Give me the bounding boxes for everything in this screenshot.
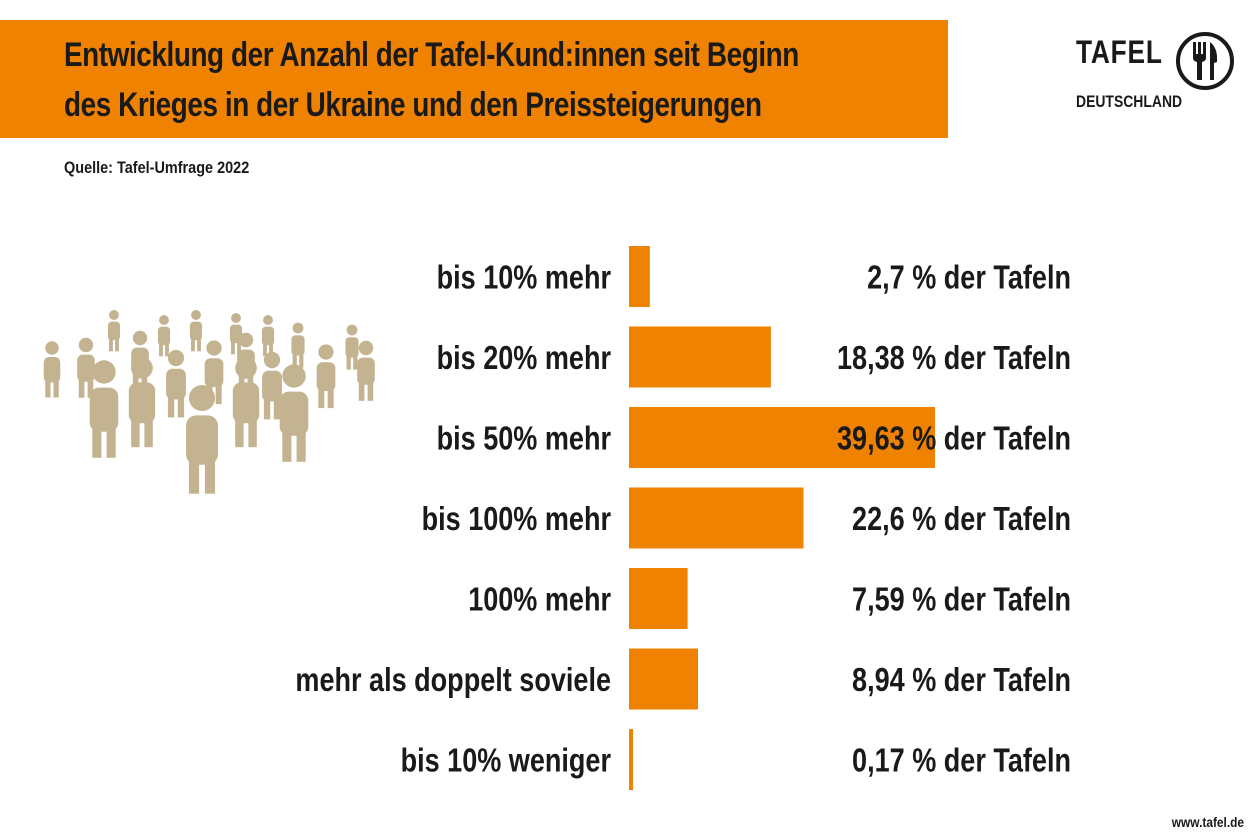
value-label: 18,38 % der Tafeln bbox=[837, 341, 1071, 377]
value-label: 39,63 % der Tafeln bbox=[837, 421, 1071, 457]
plate-fork-knife-icon bbox=[1176, 32, 1234, 90]
logo-name: TAFEL bbox=[1076, 34, 1163, 70]
bar bbox=[629, 487, 804, 549]
page-title: Entwicklung der Anzahl der Tafel-Kund:in… bbox=[64, 30, 799, 130]
value-suffix: % der Tafeln bbox=[905, 663, 1071, 699]
value-number: 0,17 bbox=[852, 743, 905, 779]
value-suffix: % der Tafeln bbox=[905, 502, 1071, 538]
bar bbox=[629, 568, 688, 629]
title-banner bbox=[0, 20, 948, 138]
title-line-2: des Krieges in der Ukraine und den Preis… bbox=[64, 86, 762, 124]
bar bbox=[629, 407, 935, 468]
value-number: 7,59 bbox=[852, 582, 905, 618]
value-suffix: % der Tafeln bbox=[905, 421, 1071, 457]
category-label: bis 10% mehr bbox=[437, 260, 612, 296]
category-label: bis 50% mehr bbox=[437, 421, 612, 457]
category-label: mehr als doppelt soviele bbox=[295, 663, 611, 699]
bar bbox=[629, 648, 699, 710]
value-label: 7,59 % der Tafeln bbox=[852, 582, 1071, 618]
bar bbox=[629, 729, 633, 790]
value-number: 22,6 bbox=[852, 502, 905, 538]
value-number: 39,63 bbox=[837, 421, 905, 457]
value-number: 18,38 bbox=[837, 341, 905, 377]
people-crowd-icon bbox=[43, 310, 375, 494]
category-label: bis 20% mehr bbox=[437, 341, 612, 377]
category-label: bis 10% weniger bbox=[401, 743, 612, 779]
value-suffix: % der Tafeln bbox=[905, 341, 1071, 377]
value-suffix: % der Tafeln bbox=[905, 743, 1071, 779]
tafel-logo: TAFEL DEUTSCHLAND bbox=[1076, 30, 1236, 120]
value-label: 2,7 % der Tafeln bbox=[867, 260, 1071, 296]
category-label: 100% mehr bbox=[468, 582, 611, 618]
website-url: www.tafel.de bbox=[1171, 814, 1244, 830]
value-label: 22,6 % der Tafeln bbox=[852, 502, 1071, 538]
value-label: 8,94 % der Tafeln bbox=[852, 663, 1071, 699]
bar bbox=[629, 246, 650, 307]
value-number: 2,7 bbox=[867, 260, 905, 296]
category-label: bis 100% mehr bbox=[422, 502, 612, 538]
bar bbox=[629, 326, 771, 388]
title-line-1: Entwicklung der Anzahl der Tafel-Kund:in… bbox=[64, 36, 799, 74]
value-suffix: % der Tafeln bbox=[905, 582, 1071, 618]
value-label: 0,17 % der Tafeln bbox=[852, 743, 1071, 779]
value-suffix: % der Tafeln bbox=[905, 260, 1071, 296]
source-note: Quelle: Tafel-Umfrage 2022 bbox=[64, 158, 250, 177]
logo-subtitle: DEUTSCHLAND bbox=[1076, 92, 1183, 111]
value-number: 8,94 bbox=[852, 663, 905, 699]
